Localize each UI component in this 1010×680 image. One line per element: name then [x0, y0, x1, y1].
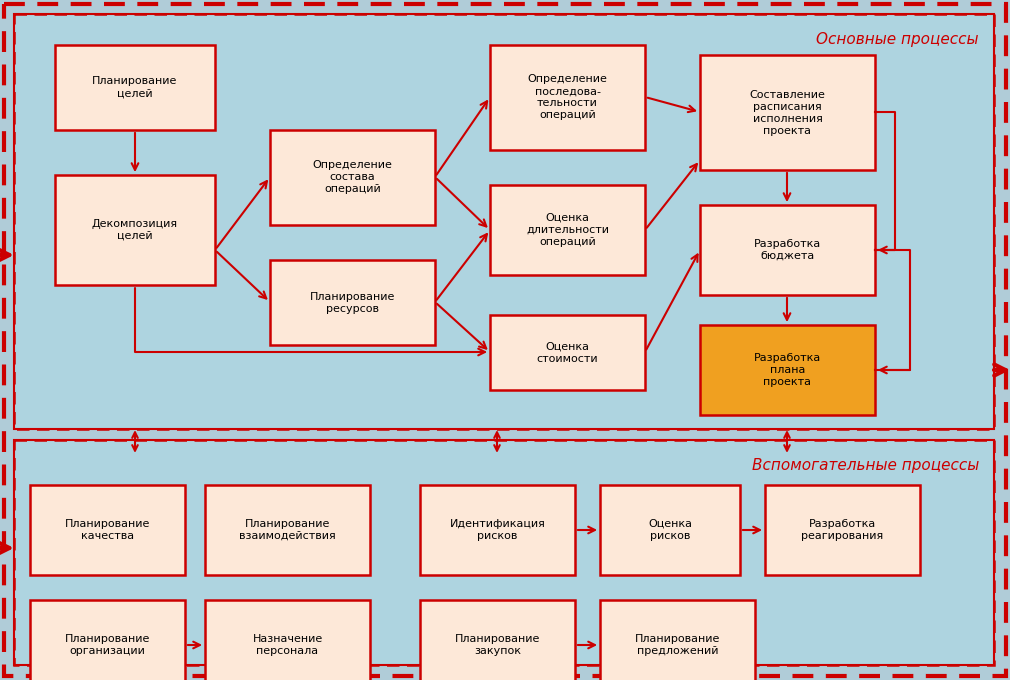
Bar: [600, 485, 740, 575]
Bar: [205, 485, 370, 575]
Bar: [14, 440, 994, 665]
Bar: [30, 600, 185, 680]
Text: Планирование
качества: Планирование качества: [65, 519, 150, 541]
Bar: [270, 130, 435, 225]
Text: Оценка
рисков: Оценка рисков: [648, 519, 692, 541]
Bar: [14, 14, 994, 429]
Text: Разработка
плана
проекта: Разработка плана проекта: [753, 353, 821, 387]
Bar: [600, 600, 755, 680]
Bar: [700, 205, 875, 295]
Text: Разработка
реагирования: Разработка реагирования: [801, 519, 884, 541]
Text: Определение
состава
операций: Определение состава операций: [312, 160, 393, 194]
Text: Планирование
взаимодействия: Планирование взаимодействия: [239, 519, 336, 541]
Bar: [55, 175, 215, 285]
Text: Планирование
организации: Планирование организации: [65, 634, 150, 656]
Bar: [55, 45, 215, 130]
Bar: [490, 315, 645, 390]
Bar: [765, 485, 920, 575]
Bar: [490, 45, 645, 150]
Bar: [700, 325, 875, 415]
Text: Вспомогательные процессы: Вспомогательные процессы: [751, 458, 979, 473]
Bar: [270, 260, 435, 345]
Bar: [30, 485, 185, 575]
Text: Разработка
бюджета: Разработка бюджета: [753, 239, 821, 261]
Text: Планирование
предложений: Планирование предложений: [635, 634, 720, 656]
Text: Определение
последова-
тельности
операций: Определение последова- тельности операци…: [527, 75, 607, 120]
Bar: [14, 14, 994, 429]
Text: Планирование
закупок: Планирование закупок: [454, 634, 540, 656]
Bar: [420, 485, 575, 575]
Bar: [14, 440, 994, 665]
Text: Идентификация
рисков: Идентификация рисков: [449, 519, 545, 541]
Text: Планирование
целей: Планирование целей: [92, 77, 178, 99]
Text: Планирование
ресурсов: Планирование ресурсов: [310, 292, 395, 313]
Text: Назначение
персонала: Назначение персонала: [252, 634, 322, 656]
Text: Оценка
длительности
операций: Оценка длительности операций: [526, 213, 609, 247]
Text: Составление
расписания
исполнения
проекта: Составление расписания исполнения проект…: [749, 90, 825, 135]
Text: Основные процессы: Основные процессы: [816, 32, 979, 47]
Bar: [490, 185, 645, 275]
Bar: [420, 600, 575, 680]
Bar: [205, 600, 370, 680]
Bar: [700, 55, 875, 170]
Text: Оценка
стоимости: Оценка стоимости: [536, 341, 598, 364]
Text: Декомпозиция
целей: Декомпозиция целей: [92, 219, 178, 241]
